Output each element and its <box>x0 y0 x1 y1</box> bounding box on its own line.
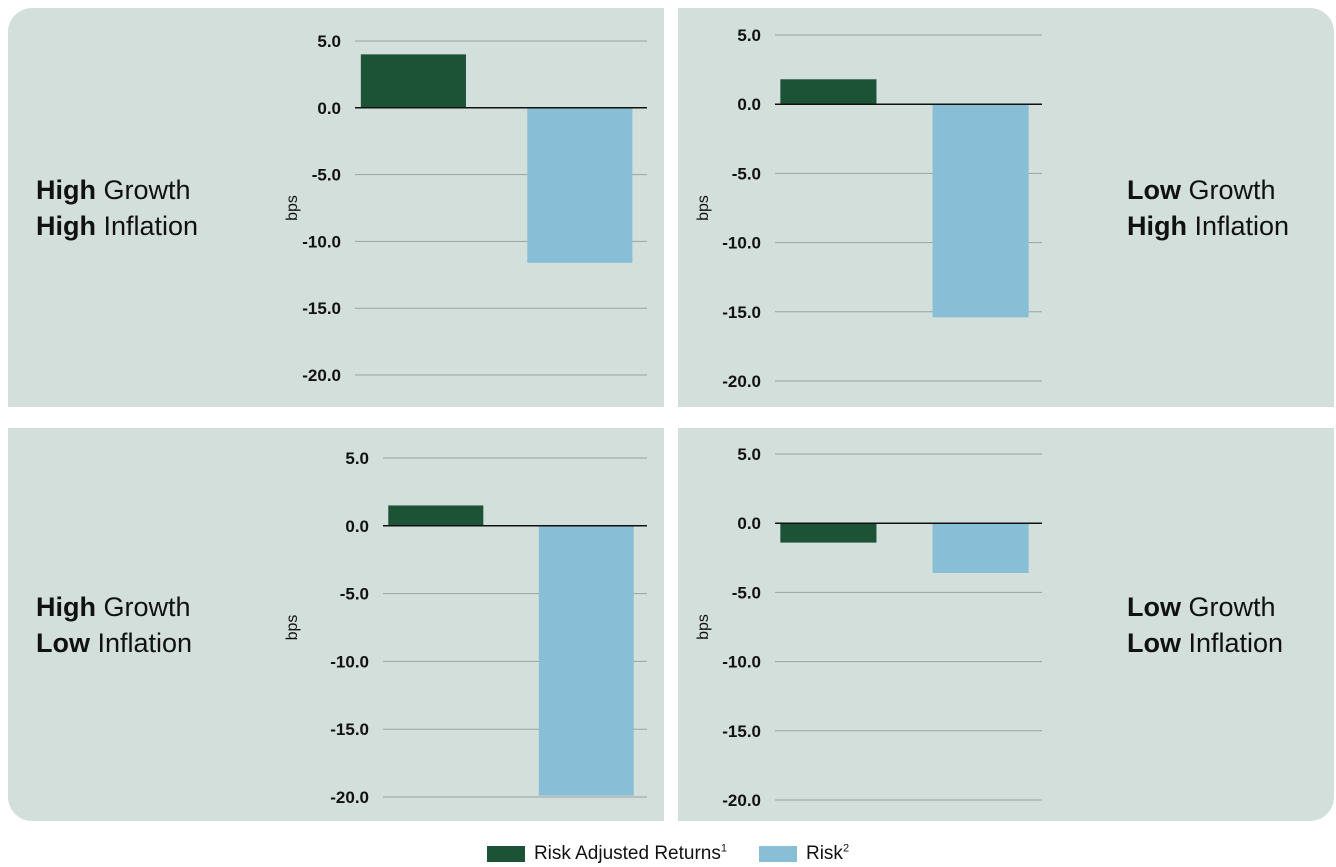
scenario-label: Low Growth High Inflation <box>1127 175 1290 241</box>
bar-risk-adjusted-returns <box>780 523 877 543</box>
y-tick-label: 5.0 <box>345 449 369 468</box>
panel-low-growth-low-inflation <box>678 428 1334 821</box>
legend-label: Risk2 <box>805 842 850 864</box>
y-tick-label: -10.0 <box>722 653 761 672</box>
y-tick-label: -5.0 <box>732 164 761 183</box>
y-tick-label: -10.0 <box>302 232 341 251</box>
y-tick-label: -20.0 <box>722 372 761 391</box>
y-tick-label: 0.0 <box>737 95 761 114</box>
bar-risk <box>932 104 1029 318</box>
y-axis-label: bps <box>284 615 301 641</box>
bar-risk-adjusted-returns <box>388 505 484 526</box>
legend-label: Risk Adjusted Returns1 <box>533 842 727 864</box>
y-axis-label: bps <box>284 195 301 221</box>
y-tick-label: -15.0 <box>330 720 369 739</box>
y-axis-label: bps <box>695 195 712 221</box>
bar-risk-adjusted-returns <box>360 54 466 108</box>
y-tick-label: -20.0 <box>330 788 369 807</box>
y-tick-label: -10.0 <box>722 234 761 253</box>
y-tick-label: 0.0 <box>317 99 341 118</box>
y-tick-label: 5.0 <box>737 26 761 45</box>
y-tick-label: -15.0 <box>302 299 341 318</box>
y-tick-label: 0.0 <box>345 517 369 536</box>
y-tick-label: -5.0 <box>732 583 761 602</box>
scenario-label: High Growth Low Inflation <box>36 592 193 658</box>
y-tick-label: -5.0 <box>312 166 341 185</box>
bar-risk <box>932 523 1029 574</box>
y-tick-label: 5.0 <box>737 445 761 464</box>
legend: Risk Adjusted Returns1 Risk2 <box>0 842 1336 866</box>
bar-risk <box>538 525 634 796</box>
bar-risk-adjusted-returns <box>780 79 877 105</box>
y-axis-label: bps <box>695 614 712 640</box>
legend-swatch-risk <box>758 846 797 862</box>
y-tick-label: 5.0 <box>317 32 341 51</box>
legend-swatch-risk-adjusted-returns <box>486 846 525 862</box>
scenario-label: High Growth High Inflation <box>36 175 199 241</box>
y-tick-label: 0.0 <box>737 514 761 533</box>
legend-item-risk-adjusted-returns: Risk Adjusted Returns1 <box>486 842 727 865</box>
scenario-label: Low Growth Low Inflation <box>1127 592 1284 658</box>
y-tick-label: -20.0 <box>302 366 341 385</box>
y-tick-label: -20.0 <box>722 791 761 810</box>
bar-risk <box>527 107 633 263</box>
y-tick-label: -5.0 <box>340 585 369 604</box>
legend-item-risk: Risk2 <box>758 842 850 865</box>
y-tick-label: -15.0 <box>722 303 761 322</box>
y-tick-label: -15.0 <box>722 722 761 741</box>
y-tick-label: -10.0 <box>330 652 369 671</box>
